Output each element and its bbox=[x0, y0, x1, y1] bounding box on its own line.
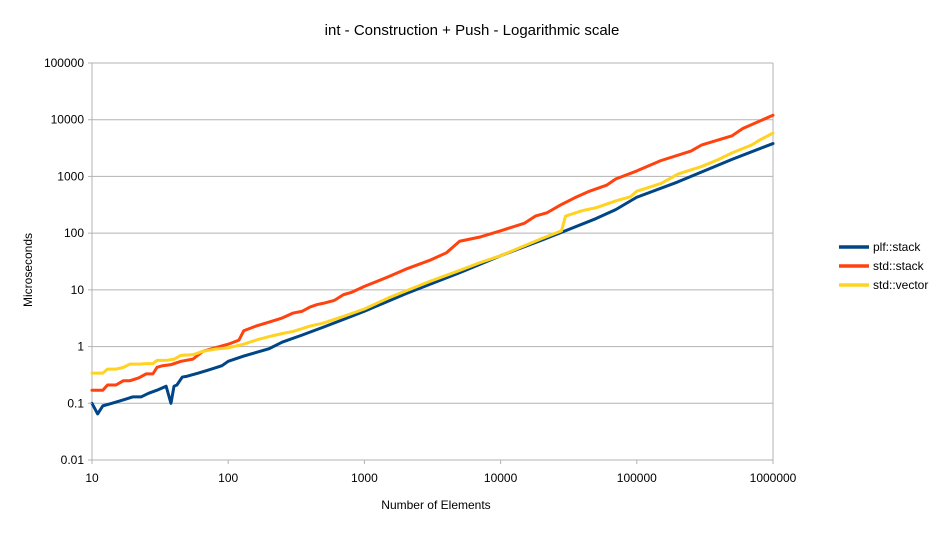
axes: 0.01 0.1 1 10 100 1000 10000 100000 10 100 1000 100… bbox=[44, 56, 797, 485]
x-tick-label: 1000000 bbox=[750, 471, 797, 485]
x-tick-label: 100000 bbox=[617, 471, 657, 485]
x-tick-label: 100 bbox=[218, 471, 238, 485]
y-tick-label: 100000 bbox=[44, 56, 84, 70]
y-tick-label: 0.1 bbox=[67, 396, 84, 410]
y-tick-label: 10 bbox=[71, 283, 85, 297]
legend-label: plf::stack bbox=[873, 240, 921, 254]
series-line-std-vector bbox=[90, 131, 775, 375]
x-tick-label: 1000 bbox=[351, 471, 378, 485]
series-line-plf-stack bbox=[90, 142, 775, 416]
chart-title: int - Construction + Push - Logarithmic … bbox=[325, 22, 620, 39]
series-lines bbox=[90, 113, 775, 416]
y-tick-label: 1000 bbox=[57, 169, 84, 183]
x-tick-label: 10 bbox=[85, 471, 99, 485]
y-tick-label: 0.01 bbox=[61, 453, 85, 467]
legend-label: std::stack bbox=[873, 259, 925, 273]
series-line-std-stack bbox=[90, 113, 775, 392]
y-tick-label: 1 bbox=[77, 340, 84, 354]
x-axis-label: Number of Elements bbox=[381, 498, 490, 512]
legend-label: std::vector bbox=[873, 278, 928, 292]
y-tick-label: 10000 bbox=[51, 113, 85, 127]
y-axis-label: Microseconds bbox=[21, 233, 35, 307]
x-tick-label: 10000 bbox=[484, 471, 518, 485]
y-tick-label: 100 bbox=[64, 226, 84, 240]
gridlines bbox=[91, 62, 774, 461]
